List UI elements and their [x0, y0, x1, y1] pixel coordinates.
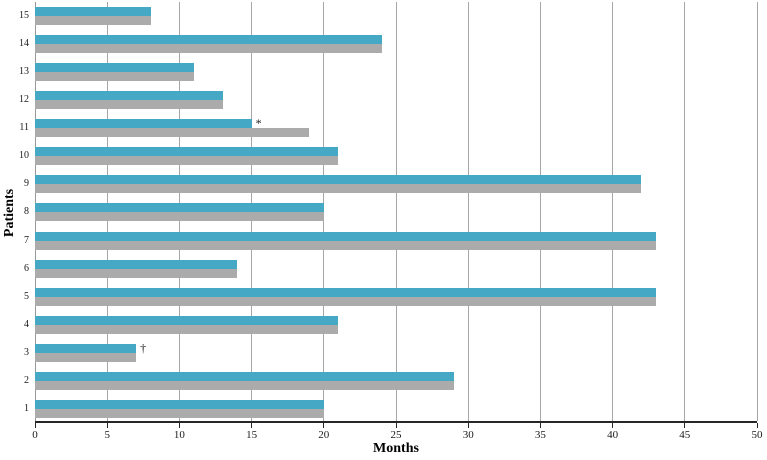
patient-label-14: 14 — [19, 38, 29, 50]
bar-bottom-gray-patient-7 — [35, 240, 656, 250]
gridline-x-30 — [467, 2, 469, 421]
x-tick-35 — [539, 423, 541, 428]
patient-row-1: 1 — [24, 395, 757, 423]
patient-row-2: 2 — [24, 367, 757, 395]
patient-row-6: 6 — [24, 255, 757, 283]
x-tick-0 — [34, 423, 36, 428]
patient-row-11: 11 * — [19, 114, 757, 142]
gridline-x-40 — [612, 2, 614, 421]
patient-row-7: 7 — [24, 227, 757, 255]
x-tick-25 — [395, 423, 397, 428]
x-tick-label-40: 40 — [607, 429, 619, 441]
bar-bottom-gray-patient-9 — [35, 184, 642, 194]
x-tick-label-20: 20 — [318, 429, 330, 441]
bar-top-blue-patient-5 — [35, 287, 656, 297]
bar-bottom-gray-patient-14 — [35, 44, 382, 54]
bar-top-blue-patient-11 — [35, 119, 252, 129]
bar-bottom-gray-patient-12 — [35, 100, 223, 110]
bar-bottom-gray-patient-6 — [35, 268, 238, 278]
x-axis-title: Months — [373, 441, 419, 456]
x-tick-label-30: 30 — [462, 429, 474, 441]
bar-top-blue-patient-15 — [35, 7, 151, 16]
bar-top-blue-patient-6 — [35, 259, 238, 269]
x-tick-40 — [612, 423, 614, 428]
patient-label-7: 7 — [24, 234, 29, 246]
patient-label-1: 1 — [24, 402, 29, 414]
x-tick-label-35: 35 — [534, 429, 546, 441]
patient-row-13: 13 — [19, 58, 757, 86]
patient-row-5: 5 — [24, 283, 757, 311]
bar-top-blue-patient-13 — [35, 63, 194, 73]
patient-label-4: 4 — [24, 318, 29, 330]
x-tick-10 — [178, 423, 180, 428]
patient-label-2: 2 — [24, 374, 29, 386]
gridline-x-50 — [756, 2, 758, 421]
bar-bottom-gray-patient-2 — [35, 380, 454, 390]
bar-top-blue-patient-10 — [35, 147, 339, 157]
patient-row-3: 3 † — [24, 339, 757, 367]
bar-top-blue-patient-1 — [35, 399, 324, 409]
x-tick-label-10: 10 — [173, 429, 185, 441]
bar-bottom-gray-patient-13 — [35, 72, 194, 82]
x-tick-label-45: 45 — [679, 429, 691, 441]
bar-bottom-gray-patient-15 — [35, 16, 151, 25]
x-tick-30 — [467, 423, 469, 428]
bar-top-blue-patient-12 — [35, 91, 223, 101]
plot-area: 15 14 13 12 11 * 10 9 8 7 6 5 4 3 † 2 1 — [19, 2, 758, 423]
bar-bottom-gray-patient-3 — [35, 352, 137, 362]
bar-top-blue-patient-4 — [35, 315, 339, 325]
annotation-dagger-patient-3: † — [140, 340, 147, 355]
bar-bottom-gray-patient-5 — [35, 296, 656, 306]
bar-bottom-gray-patient-10 — [35, 156, 339, 166]
x-axis: 0 5 10 15 20 25 30 35 40 45 50 — [32, 423, 763, 447]
bar-top-blue-patient-8 — [35, 203, 324, 213]
bar-bottom-gray-patient-8 — [35, 212, 324, 222]
patient-label-13: 13 — [19, 66, 29, 78]
x-tick-50 — [756, 423, 758, 428]
patient-label-6: 6 — [24, 262, 29, 274]
patient-row-8: 8 — [24, 198, 757, 226]
x-tick-label-0: 0 — [32, 429, 38, 441]
gridline-x-45 — [684, 2, 686, 421]
bar-bottom-gray-patient-4 — [35, 324, 339, 334]
x-tick-label-50: 50 — [751, 429, 763, 441]
x-tick-label-15: 15 — [246, 429, 258, 441]
patient-label-10: 10 — [19, 150, 29, 162]
patient-label-11: 11 — [19, 122, 29, 134]
patient-label-3: 3 — [24, 346, 29, 358]
patient-row-12: 12 — [19, 86, 757, 114]
patient-label-8: 8 — [24, 206, 29, 218]
patient-label-5: 5 — [24, 290, 29, 302]
x-tick-label-5: 5 — [104, 429, 110, 441]
bar-top-blue-patient-9 — [35, 175, 642, 185]
x-tick-5 — [106, 423, 108, 428]
patient-label-15: 15 — [19, 10, 29, 21]
x-tick-15 — [251, 423, 253, 428]
bar-bottom-gray-patient-1 — [35, 408, 324, 418]
patient-row-4: 4 — [24, 311, 757, 339]
bar-top-blue-patient-2 — [35, 371, 454, 381]
x-tick-20 — [323, 423, 325, 428]
gridline-x-25 — [395, 2, 397, 421]
x-tick-label-25: 25 — [390, 429, 402, 441]
patient-row-9: 9 — [24, 170, 757, 198]
bar-top-blue-patient-3 — [35, 343, 137, 353]
patient-row-14: 14 — [19, 30, 757, 58]
patient-label-12: 12 — [19, 94, 29, 106]
gridline-x-35 — [539, 2, 541, 421]
bar-bottom-gray-patient-11 — [35, 128, 310, 138]
patient-row-10: 10 — [19, 142, 757, 170]
gridline-x-20 — [323, 2, 325, 421]
patient-row-15: 15 — [19, 2, 757, 30]
x-tick-45 — [684, 423, 686, 428]
annotation-asterisk-patient-11: * — [255, 116, 262, 131]
patient-label-9: 9 — [24, 178, 29, 190]
bar-top-blue-patient-7 — [35, 231, 656, 241]
bar-top-blue-patient-14 — [35, 35, 382, 45]
